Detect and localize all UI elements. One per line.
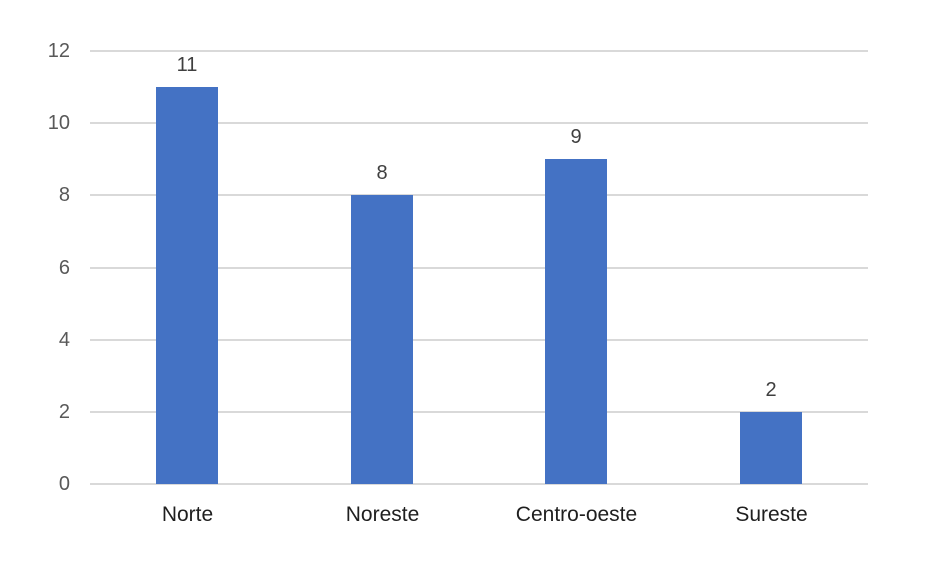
bar bbox=[740, 412, 802, 484]
bar-value-label: 11 bbox=[176, 54, 198, 76]
bar bbox=[156, 87, 218, 484]
y-axis-tick-label: 2 bbox=[58, 401, 70, 423]
y-axis-tick-label: 4 bbox=[58, 329, 70, 351]
bar bbox=[545, 159, 607, 484]
y-axis-tick-label: 6 bbox=[58, 257, 70, 279]
gridline bbox=[90, 339, 868, 341]
x-axis-category-label: Noreste bbox=[345, 503, 420, 526]
x-axis-category-label: Norte bbox=[161, 503, 214, 526]
gridline bbox=[90, 267, 868, 269]
gridline bbox=[90, 50, 868, 52]
y-axis-tick-label: 0 bbox=[58, 473, 70, 495]
y-axis-tick-label: 10 bbox=[47, 112, 70, 134]
gridline bbox=[90, 483, 868, 485]
bar-value-label: 8 bbox=[376, 162, 388, 184]
gridline bbox=[90, 122, 868, 124]
gridline bbox=[90, 411, 868, 413]
bar-value-label: 9 bbox=[570, 126, 582, 148]
bar-value-label: 2 bbox=[765, 379, 777, 401]
bar bbox=[351, 195, 413, 484]
x-axis-category-label: Centro-oeste bbox=[515, 503, 638, 526]
y-axis-tick-label: 12 bbox=[47, 40, 70, 62]
gridline bbox=[90, 194, 868, 196]
y-axis-tick-label: 8 bbox=[58, 184, 70, 206]
x-axis-category-label: Sureste bbox=[735, 503, 808, 526]
